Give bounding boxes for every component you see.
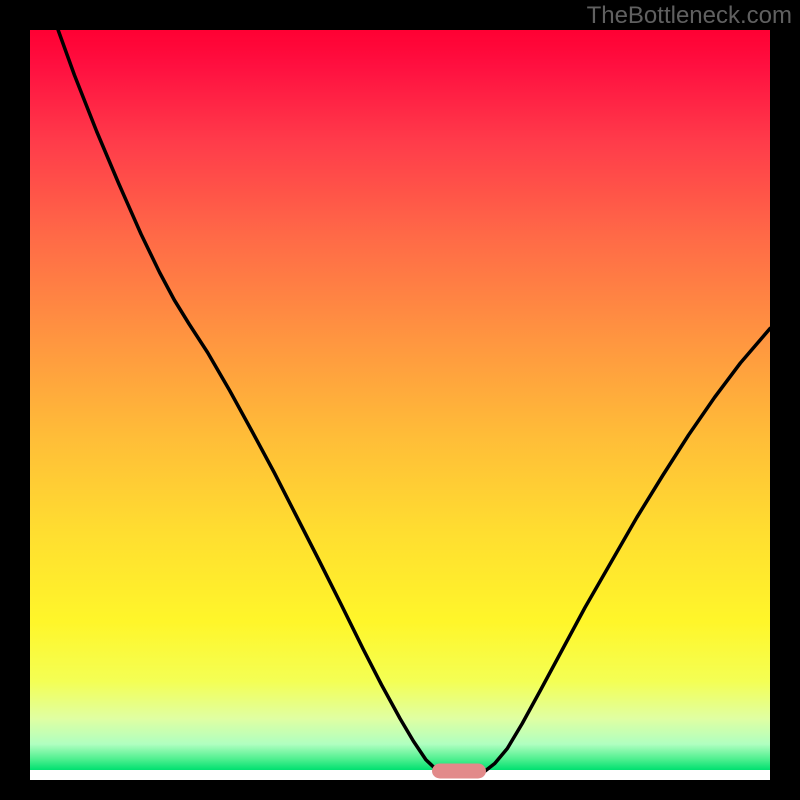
frame-bottom-border: [0, 780, 800, 800]
frame-right-border: [770, 0, 800, 800]
optimal-marker: [432, 764, 486, 779]
plot-area: [30, 30, 770, 780]
chart-container: { "watermark": { "text": "TheBottleneck.…: [0, 0, 800, 800]
bottleneck-curve: [30, 30, 770, 780]
watermark-text: TheBottleneck.com: [587, 2, 792, 30]
frame-left-border: [0, 0, 30, 800]
